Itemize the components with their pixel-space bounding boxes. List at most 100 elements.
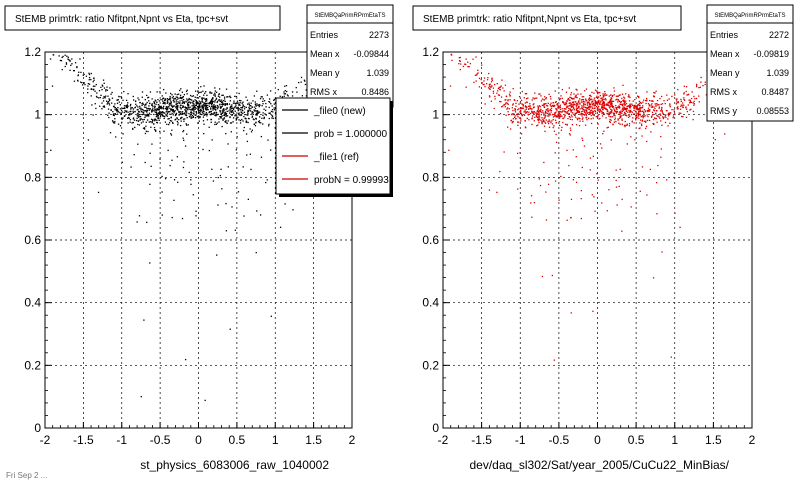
data-point (649, 168, 652, 171)
data-point (538, 93, 540, 95)
data-point (71, 58, 73, 60)
data-point (558, 115, 560, 117)
data-point (143, 319, 145, 321)
data-point (227, 120, 229, 122)
data-point (658, 116, 660, 118)
data-point (248, 109, 250, 111)
data-point (159, 130, 161, 133)
data-point (554, 152, 556, 154)
data-point (610, 119, 612, 121)
data-point (575, 156, 577, 158)
data-point (601, 107, 604, 109)
data-point (524, 102, 526, 104)
data-point (264, 109, 267, 112)
data-point (613, 121, 615, 123)
data-point (592, 102, 595, 105)
data-point (95, 107, 97, 110)
data-point (202, 107, 204, 109)
data-point (486, 79, 489, 81)
data-point (194, 108, 196, 110)
data-point (667, 113, 669, 116)
data-point (118, 101, 120, 103)
data-point (531, 111, 533, 114)
data-point (169, 164, 171, 167)
data-point (467, 66, 469, 68)
data-point (523, 97, 525, 99)
data-point (586, 111, 588, 113)
data-point (210, 103, 213, 105)
data-point (103, 105, 105, 107)
data-point (214, 101, 216, 103)
data-point (646, 140, 648, 143)
data-point (459, 60, 461, 63)
data-point (592, 113, 594, 115)
data-point (184, 118, 186, 120)
data-point (551, 274, 554, 277)
data-point (175, 112, 178, 115)
data-point (589, 112, 591, 114)
data-point (653, 110, 656, 112)
data-point (578, 98, 581, 100)
data-point (125, 99, 128, 102)
data-point (499, 88, 502, 91)
data-point (102, 79, 105, 81)
data-point (601, 107, 603, 109)
data-point (185, 90, 188, 93)
data-point (254, 107, 257, 110)
data-point (195, 102, 198, 105)
data-point (629, 109, 632, 112)
data-point (599, 91, 601, 94)
data-point (186, 133, 188, 135)
data-point (658, 103, 660, 106)
y-tick-label: 0.2 (24, 358, 41, 372)
data-point (206, 106, 209, 109)
stats-value: 0.8486 (361, 87, 389, 97)
data-point (532, 97, 534, 99)
data-point (193, 103, 195, 105)
data-point (496, 82, 498, 85)
data-point (238, 119, 240, 121)
data-point (227, 143, 229, 145)
data-point (212, 180, 215, 182)
data-point (566, 219, 568, 221)
data-point (242, 120, 244, 122)
stats-value: 2272 (769, 30, 789, 40)
data-point (128, 114, 130, 116)
title-box (4, 5, 281, 31)
data-point (257, 121, 260, 123)
data-point (647, 102, 650, 105)
data-point (115, 108, 118, 110)
data-point (171, 94, 173, 96)
data-point (643, 115, 645, 117)
data-point (624, 108, 626, 110)
data-point (637, 108, 640, 110)
data-point (171, 159, 173, 161)
data-point (141, 108, 143, 111)
data-point (639, 122, 641, 124)
data-point (222, 94, 224, 96)
data-point (616, 98, 618, 100)
data-point (212, 109, 214, 111)
data-point (585, 113, 587, 116)
data-point (683, 97, 685, 99)
data-point (229, 112, 231, 114)
data-point (634, 98, 636, 101)
data-point (559, 110, 561, 113)
data-point (218, 118, 220, 120)
data-point (561, 126, 563, 129)
data-point (134, 100, 137, 103)
data-point (196, 112, 198, 114)
data-point (99, 105, 101, 107)
data-point (103, 106, 106, 108)
data-point (245, 121, 247, 123)
data-point (211, 103, 213, 106)
data-point (163, 88, 165, 91)
data-point (230, 131, 232, 133)
data-point (100, 94, 102, 96)
data-point (162, 114, 164, 117)
data-point (300, 81, 302, 83)
data-point (572, 101, 574, 104)
data-point (215, 111, 218, 114)
data-point (550, 105, 552, 107)
data-point (531, 110, 533, 112)
